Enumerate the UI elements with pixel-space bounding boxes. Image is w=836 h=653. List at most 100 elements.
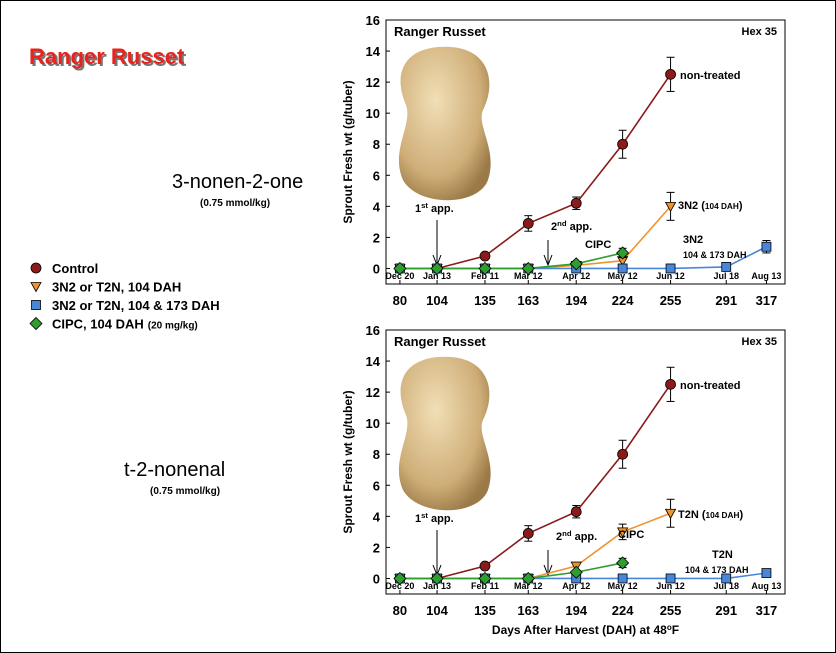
potato-image — [399, 47, 491, 201]
date-label: Aug 13 — [751, 271, 781, 281]
legend-name: CIPC, 104 DAH — [52, 317, 144, 332]
x-tick-label: 291 — [715, 293, 737, 308]
y-tick-label: 2 — [373, 230, 380, 245]
marker — [666, 69, 676, 79]
x-tick-label: 194 — [565, 603, 587, 618]
potato-image — [399, 357, 491, 511]
y-tick-label: 16 — [366, 13, 380, 28]
slide: Ranger Russet Ranger Russet 3-nonen-2-on… — [0, 0, 836, 653]
y-axis-title: Sprout Fresh wt (g/tuber) — [341, 390, 355, 533]
y-axis-title: Sprout Fresh wt (g/tuber) — [341, 80, 355, 223]
x-axis-title-part: Days After Harvest (DAH) at 48 — [492, 623, 667, 637]
annotation-part: 3N2 ( — [678, 200, 705, 212]
x-tick-label: 135 — [474, 603, 496, 618]
y-tick-label: 8 — [373, 447, 380, 462]
x-tick-label: 317 — [756, 603, 778, 618]
x-tick-label: 224 — [612, 293, 634, 308]
marker — [762, 242, 771, 251]
y-tick-label: 16 — [366, 323, 380, 338]
y-tick-label: 8 — [373, 137, 380, 152]
marker — [666, 379, 676, 389]
page: {"title": "Ranger Russet", "compounds": … — [0, 0, 836, 653]
marker — [618, 264, 627, 273]
annotation: T2N (104 DAH) — [678, 509, 743, 521]
annotation: 104 & 173 DAH — [685, 565, 749, 575]
legend-marker — [32, 301, 41, 310]
annotation: CIPC — [618, 529, 644, 541]
legend-label: 3N2 or T2N, 104 DAH — [52, 280, 181, 295]
x-tick-label: 80 — [393, 293, 407, 308]
legend-note: (20 mg/kg) — [148, 321, 198, 332]
annotation-part: 3N2 — [683, 234, 703, 246]
y-tick-label: 4 — [373, 509, 381, 524]
compound-name: t-2-nonenal — [124, 459, 225, 481]
marker — [571, 507, 581, 517]
marker — [523, 218, 533, 228]
marker — [523, 528, 533, 538]
annotation-part: T2N — [712, 549, 733, 561]
y-tick-label: 10 — [366, 106, 380, 121]
compound-name: 3-nonen-2-one — [172, 171, 303, 193]
x-axis-title: Days After Harvest (DAH) at 48oF — [492, 623, 679, 638]
marker — [618, 449, 628, 459]
marker — [618, 574, 627, 583]
x-tick-label: 135 — [474, 293, 496, 308]
y-tick-label: 14 — [366, 354, 381, 369]
annotation-part: T2N ( — [678, 509, 706, 521]
x-axis-title-part: F — [672, 623, 679, 637]
annotation-part: ) — [739, 509, 743, 521]
slide-title: Ranger Russet — [29, 44, 185, 69]
compound-dose: (0.75 mmol/kg) — [150, 486, 220, 497]
x-tick-label: 255 — [660, 293, 682, 308]
annotation-part: non-treated — [680, 380, 741, 392]
annotation-part: nd — [562, 529, 572, 538]
x-tick-label: 255 — [660, 603, 682, 618]
annotation-part: CIPC — [585, 239, 611, 251]
compound-dose: (0.75 mmol/kg) — [200, 198, 270, 209]
marker — [571, 198, 581, 208]
y-tick-label: 0 — [373, 261, 380, 276]
annotation-part: app. — [428, 513, 454, 525]
legend-label: 3N2 or T2N, 104 & 173 DAH — [52, 298, 220, 313]
x-tick-label: 80 — [393, 603, 407, 618]
marker — [762, 569, 771, 578]
marker — [618, 139, 628, 149]
annotation: CIPC — [585, 239, 611, 251]
annotation-part: ) — [739, 200, 743, 212]
chart-title: Ranger Russet — [394, 24, 486, 39]
x-tick-label: 163 — [517, 603, 539, 618]
chart-title: Ranger Russet — [394, 334, 486, 349]
annotation: 1st app. — [415, 511, 454, 526]
annotation-part: 104 DAH — [705, 202, 739, 211]
x-tick-label: 104 — [426, 603, 448, 618]
y-tick-label: 4 — [373, 199, 381, 214]
y-tick-label: 14 — [366, 44, 381, 59]
date-label: Aug 13 — [751, 581, 781, 591]
y-tick-label: 12 — [366, 385, 380, 400]
x-tick-label: 224 — [612, 603, 634, 618]
annotation-part: 104 & 173 DAH — [683, 250, 747, 260]
annotation-part: 104 DAH — [706, 511, 740, 520]
annotation-part: app. — [428, 203, 454, 215]
x-tick-label: 163 — [517, 293, 539, 308]
marker — [722, 574, 731, 583]
y-tick-label: 12 — [366, 75, 380, 90]
annotation-part: non-treated — [680, 70, 741, 82]
annotation: 1st app. — [415, 201, 454, 216]
y-tick-label: 10 — [366, 416, 380, 431]
legend-name: 3N2 or T2N, 104 DAH — [52, 280, 181, 295]
date-label: Jul 18 — [713, 271, 739, 281]
x-tick-label: 194 — [565, 293, 587, 308]
annotation-part: CIPC — [618, 529, 644, 541]
legend-marker — [31, 263, 41, 273]
annotation-part: app. — [572, 531, 598, 543]
annotation: T2N — [712, 549, 733, 561]
x-tick-label: 291 — [715, 603, 737, 618]
annotation-part: nd — [557, 219, 567, 228]
x-tick-label: 104 — [426, 293, 448, 308]
annotation: 3N2 — [683, 234, 703, 246]
legend-label: Control — [52, 261, 98, 276]
annotation: 104 & 173 DAH — [683, 250, 747, 260]
legend-name: 3N2 or T2N, 104 & 173 DAH — [52, 298, 220, 313]
marker — [722, 262, 731, 271]
